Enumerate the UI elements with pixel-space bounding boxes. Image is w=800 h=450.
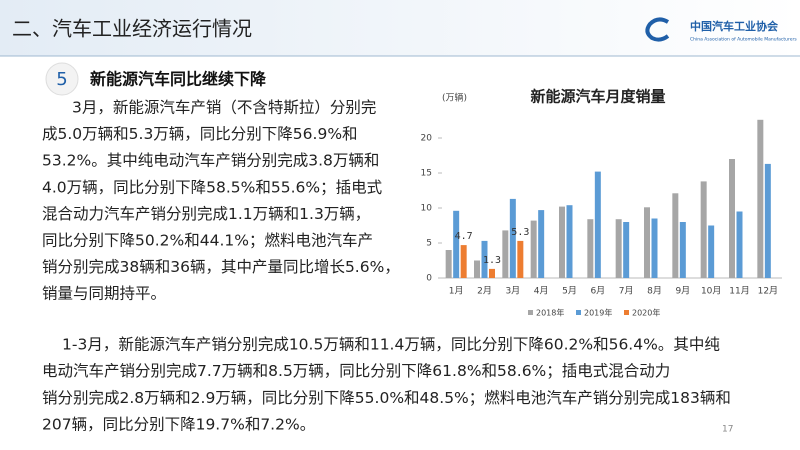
x-tick-label: 2月 [477, 286, 492, 297]
header-band [0, 0, 800, 56]
bar [481, 240, 488, 278]
x-tick-label: 4月 [534, 286, 549, 297]
bar [594, 171, 601, 278]
legend-label: 2018年 [536, 308, 564, 318]
section-badge [45, 62, 79, 96]
bar [559, 206, 565, 278]
paragraph-line: 混合动力汽车产销分别完成1.1万辆和1.3万辆， [42, 205, 370, 223]
y-tick-label: 10 [421, 204, 433, 214]
bar [489, 268, 495, 278]
x-tick-label: 8月 [647, 286, 662, 297]
chart-title: 新能源汽车月度销量 [530, 88, 665, 106]
bar [757, 119, 764, 278]
bar [623, 222, 630, 278]
paragraph-line: 同比分别下降50.2%和44.1%；燃料电池汽车产 [42, 232, 373, 250]
x-tick-label: 5月 [562, 286, 577, 297]
bar [530, 220, 537, 278]
legend-label: 2019年 [584, 308, 612, 318]
y-axis-label: (万辆) [442, 92, 467, 104]
y-tick-label: 20 [421, 134, 433, 144]
paragraph-line: 成5.0万辆和5.3万辆，同比分别下降56.9%和 [42, 125, 358, 143]
bar [651, 218, 658, 278]
bar [517, 240, 524, 278]
legend-label: 2020年 [632, 308, 660, 318]
paragraph-line: 销量与同期持平。 [42, 285, 166, 303]
bar [460, 245, 467, 278]
section-number: 5 [56, 69, 67, 90]
paragraph-line: 3月，新能源汽车产销（不含特斯拉）分别完 [72, 99, 376, 117]
bar [679, 222, 686, 278]
bar [566, 205, 573, 278]
bar [672, 193, 679, 278]
bar [615, 219, 622, 278]
logo-text: 中国汽车工业协会 [690, 19, 779, 33]
bar [729, 159, 735, 278]
bar [708, 225, 715, 278]
x-tick-label: 7月 [619, 286, 634, 297]
paragraph-line: 电动汽车产销分别完成7.7万辆和8.5万辆，同比分别下降61.8%和58.6%；… [42, 362, 670, 380]
data-label: 5.3 [511, 227, 529, 238]
page-number: 17 [722, 425, 733, 435]
bar [644, 207, 650, 278]
x-tick-label: 11月 [729, 286, 749, 297]
bar [474, 260, 480, 278]
paragraph-line: 53.2%。其中纯电动汽车产销分别完成3.8万辆和 [42, 152, 379, 170]
bar [445, 250, 452, 278]
logo-mark [645, 17, 670, 42]
x-tick-label: 9月 [675, 286, 690, 297]
legend-swatch [576, 310, 581, 315]
paragraph-line: 1-3月，新能源汽车产销分别完成10.5万辆和11.4万辆，同比分别下降60.2… [62, 336, 720, 354]
y-tick-label: 0 [426, 274, 432, 284]
legend-swatch [624, 310, 629, 315]
bar [453, 210, 460, 278]
paragraph-line: 4.0万辆，同比分别下降58.5%和55.6%；插电式 [42, 178, 382, 196]
header-title: 二、汽车工业经济运行情况 [12, 17, 252, 41]
section-heading: 新能源汽车同比继续下降 [90, 70, 267, 89]
data-label: 1.3 [483, 255, 501, 266]
paragraph-line: 207辆，同比分别下降19.7%和7.2%。 [42, 416, 315, 434]
bar [587, 219, 594, 278]
y-tick-label: 15 [421, 169, 432, 179]
bar [502, 230, 509, 278]
y-tick-label: 5 [426, 239, 432, 249]
data-label: 4.7 [455, 231, 473, 242]
bar [736, 211, 743, 278]
x-tick-label: 6月 [590, 286, 605, 297]
paragraph-line: 销分别完成2.8万辆和2.9万辆，同比分别下降55.0%和48.5%；燃料电池汽… [42, 389, 731, 407]
bar [538, 210, 545, 278]
x-tick-label: 12月 [758, 286, 778, 297]
logo-en: China Association of Automobile Manufact… [690, 37, 797, 43]
bar [700, 181, 707, 278]
bar [764, 163, 771, 278]
x-tick-label: 3月 [505, 286, 520, 297]
paragraph-line: 销分别完成38辆和36辆，其中产量同比增长5.6%， [42, 258, 400, 276]
x-tick-label: 10月 [701, 286, 721, 297]
x-tick-label: 1月 [449, 286, 464, 297]
bar [509, 198, 516, 278]
legend-swatch [528, 310, 533, 315]
